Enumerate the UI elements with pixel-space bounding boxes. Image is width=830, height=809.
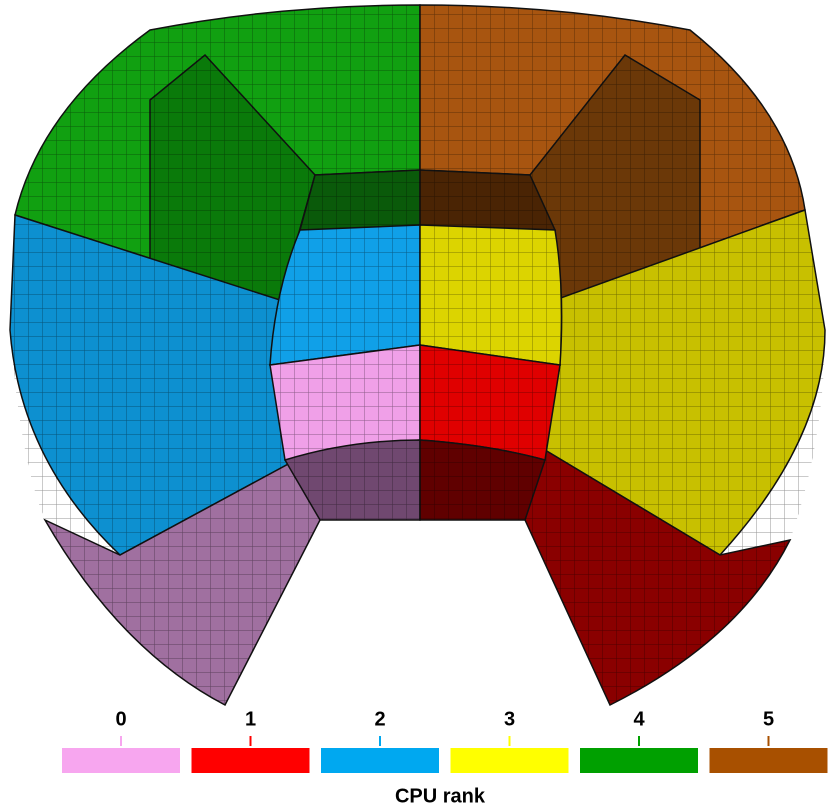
legend-label: 3 bbox=[504, 708, 515, 730]
legend-swatch bbox=[321, 748, 439, 773]
legend-title: CPU rank bbox=[395, 785, 486, 807]
legend: 0 1 2 3 4 5 bbox=[62, 708, 828, 773]
legend-swatch bbox=[450, 748, 569, 773]
legend-swatch bbox=[580, 748, 698, 773]
legend-label: 2 bbox=[374, 708, 385, 730]
legend-swatch bbox=[62, 748, 180, 773]
mesh-grid bbox=[10, 5, 825, 705]
legend-label: 0 bbox=[115, 708, 126, 730]
legend-swatch bbox=[709, 748, 828, 773]
legend-label: 1 bbox=[245, 708, 256, 730]
legend-swatch bbox=[191, 748, 310, 773]
legend-label: 4 bbox=[633, 708, 645, 730]
legend-label: 5 bbox=[763, 708, 774, 730]
